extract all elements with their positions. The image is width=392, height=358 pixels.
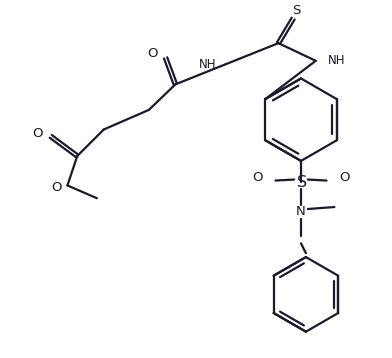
- Text: O: O: [252, 171, 263, 184]
- Text: O: O: [339, 171, 350, 184]
- Text: NH: NH: [327, 54, 345, 67]
- Text: S: S: [292, 4, 300, 17]
- Text: O: O: [33, 127, 43, 140]
- Text: O: O: [147, 48, 158, 61]
- Text: NH: NH: [199, 58, 217, 71]
- Text: O: O: [51, 181, 62, 194]
- Text: N: N: [296, 205, 306, 218]
- Text: S: S: [297, 175, 307, 190]
